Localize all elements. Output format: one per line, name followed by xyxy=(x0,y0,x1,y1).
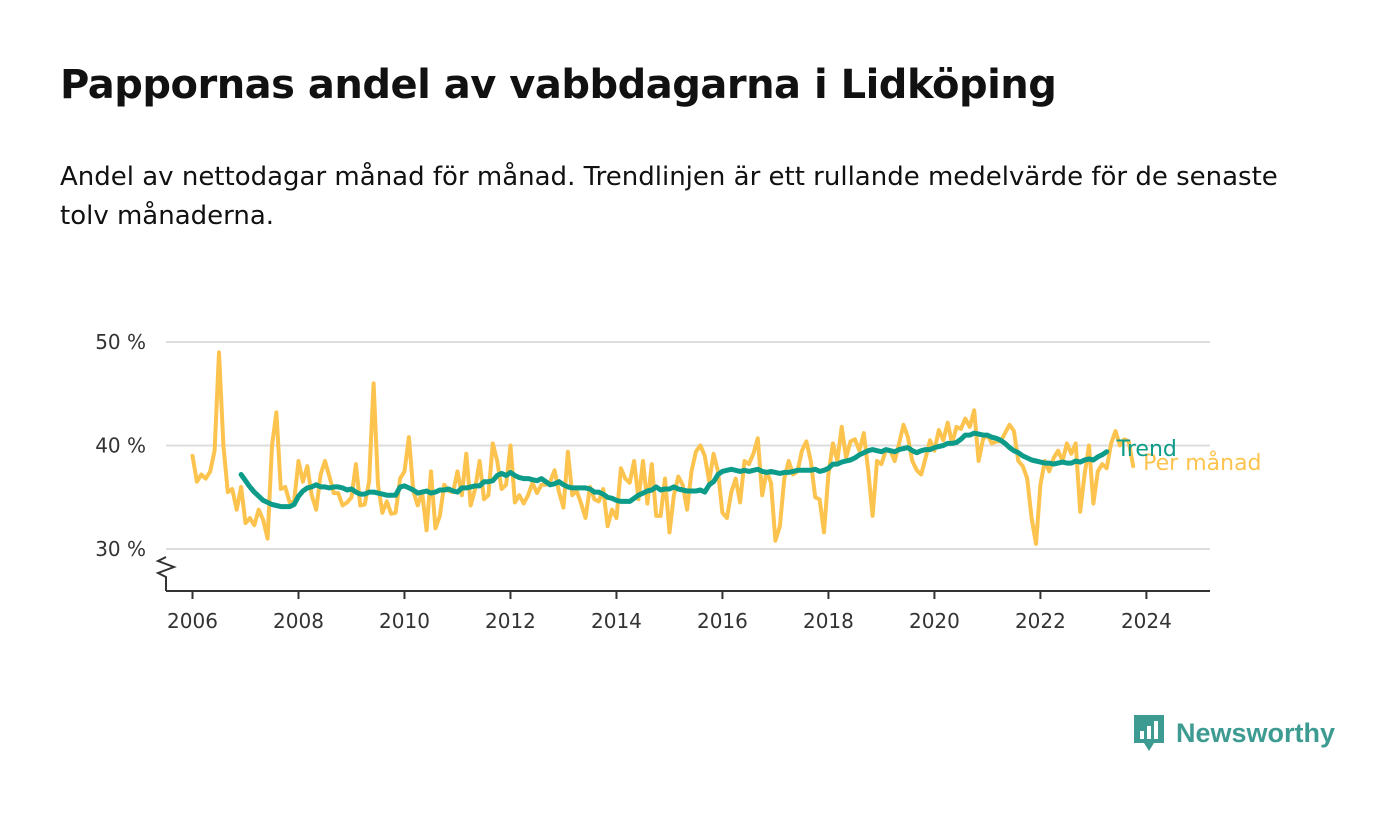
x-tick-label: 2012 xyxy=(485,609,536,633)
gridlines xyxy=(166,341,1210,550)
newsworthy-logo-icon xyxy=(1134,715,1164,751)
x-tick-label: 2014 xyxy=(591,609,642,633)
x-tick-label: 2022 xyxy=(1015,609,1066,633)
brand-name: Newsworthy xyxy=(1176,717,1336,748)
y-tick-label: 40 % xyxy=(95,434,146,458)
chart-subtitle: Andel av nettodagar månad för månad. Tre… xyxy=(60,162,1278,231)
axes: 30 % 40 % 50 % 2006 2008 2010 2012 2014 2016 2018… xyxy=(95,330,1210,633)
x-tick-label: 2020 xyxy=(909,609,960,633)
x-tick-label: 2006 xyxy=(167,609,218,633)
x-tick-label: 2010 xyxy=(379,609,430,633)
y-axis-break-icon xyxy=(155,556,177,591)
x-tick-label: 2008 xyxy=(273,609,324,633)
series-label-per-manad: Per månad xyxy=(1143,450,1261,476)
chart-title: Pappornas andel av vabbdagarna i Lidköpi… xyxy=(60,62,1057,108)
series-line-trend xyxy=(238,430,1110,510)
newsworthy-brand: Newsworthy xyxy=(1132,712,1335,754)
x-tick-label: 2024 xyxy=(1121,609,1172,633)
y-tick-label: 30 % xyxy=(95,537,146,561)
y-tick-label: 50 % xyxy=(95,330,146,354)
series-label-trend: Trend xyxy=(1116,437,1177,462)
series-lines xyxy=(190,350,1136,546)
x-tick-label: 2016 xyxy=(697,609,748,633)
x-tick-label: 2018 xyxy=(803,609,854,633)
series-line-per-manad xyxy=(190,350,1136,546)
